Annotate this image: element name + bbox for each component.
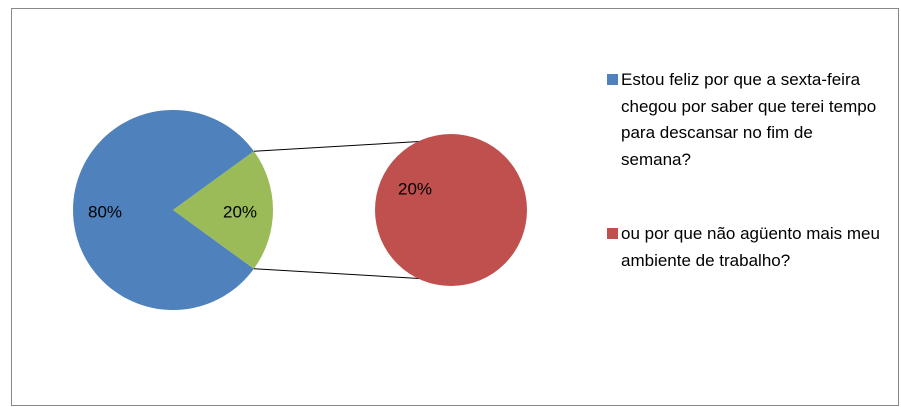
- pie-slice-other: [173, 151, 273, 269]
- secondary-pie-slice: [375, 134, 527, 286]
- data-label: 20%: [398, 179, 432, 198]
- legend-label: ou por que não agüento mais meu ambiente…: [621, 224, 880, 270]
- data-label: 80%: [88, 202, 122, 221]
- pie-slice: [73, 110, 254, 311]
- legend-entry: ou por que não agüento mais meu ambiente…: [607, 221, 882, 274]
- legend-label: Estou feliz por que a sexta-feira chegou…: [621, 70, 877, 169]
- legend-entry: Estou feliz por que a sexta-feira chegou…: [607, 67, 882, 173]
- legend-swatch: [607, 228, 618, 239]
- connector-line: [253, 268, 446, 281]
- connector-line: [253, 139, 446, 152]
- data-label: 20%: [223, 202, 257, 221]
- legend-swatch: [607, 74, 618, 85]
